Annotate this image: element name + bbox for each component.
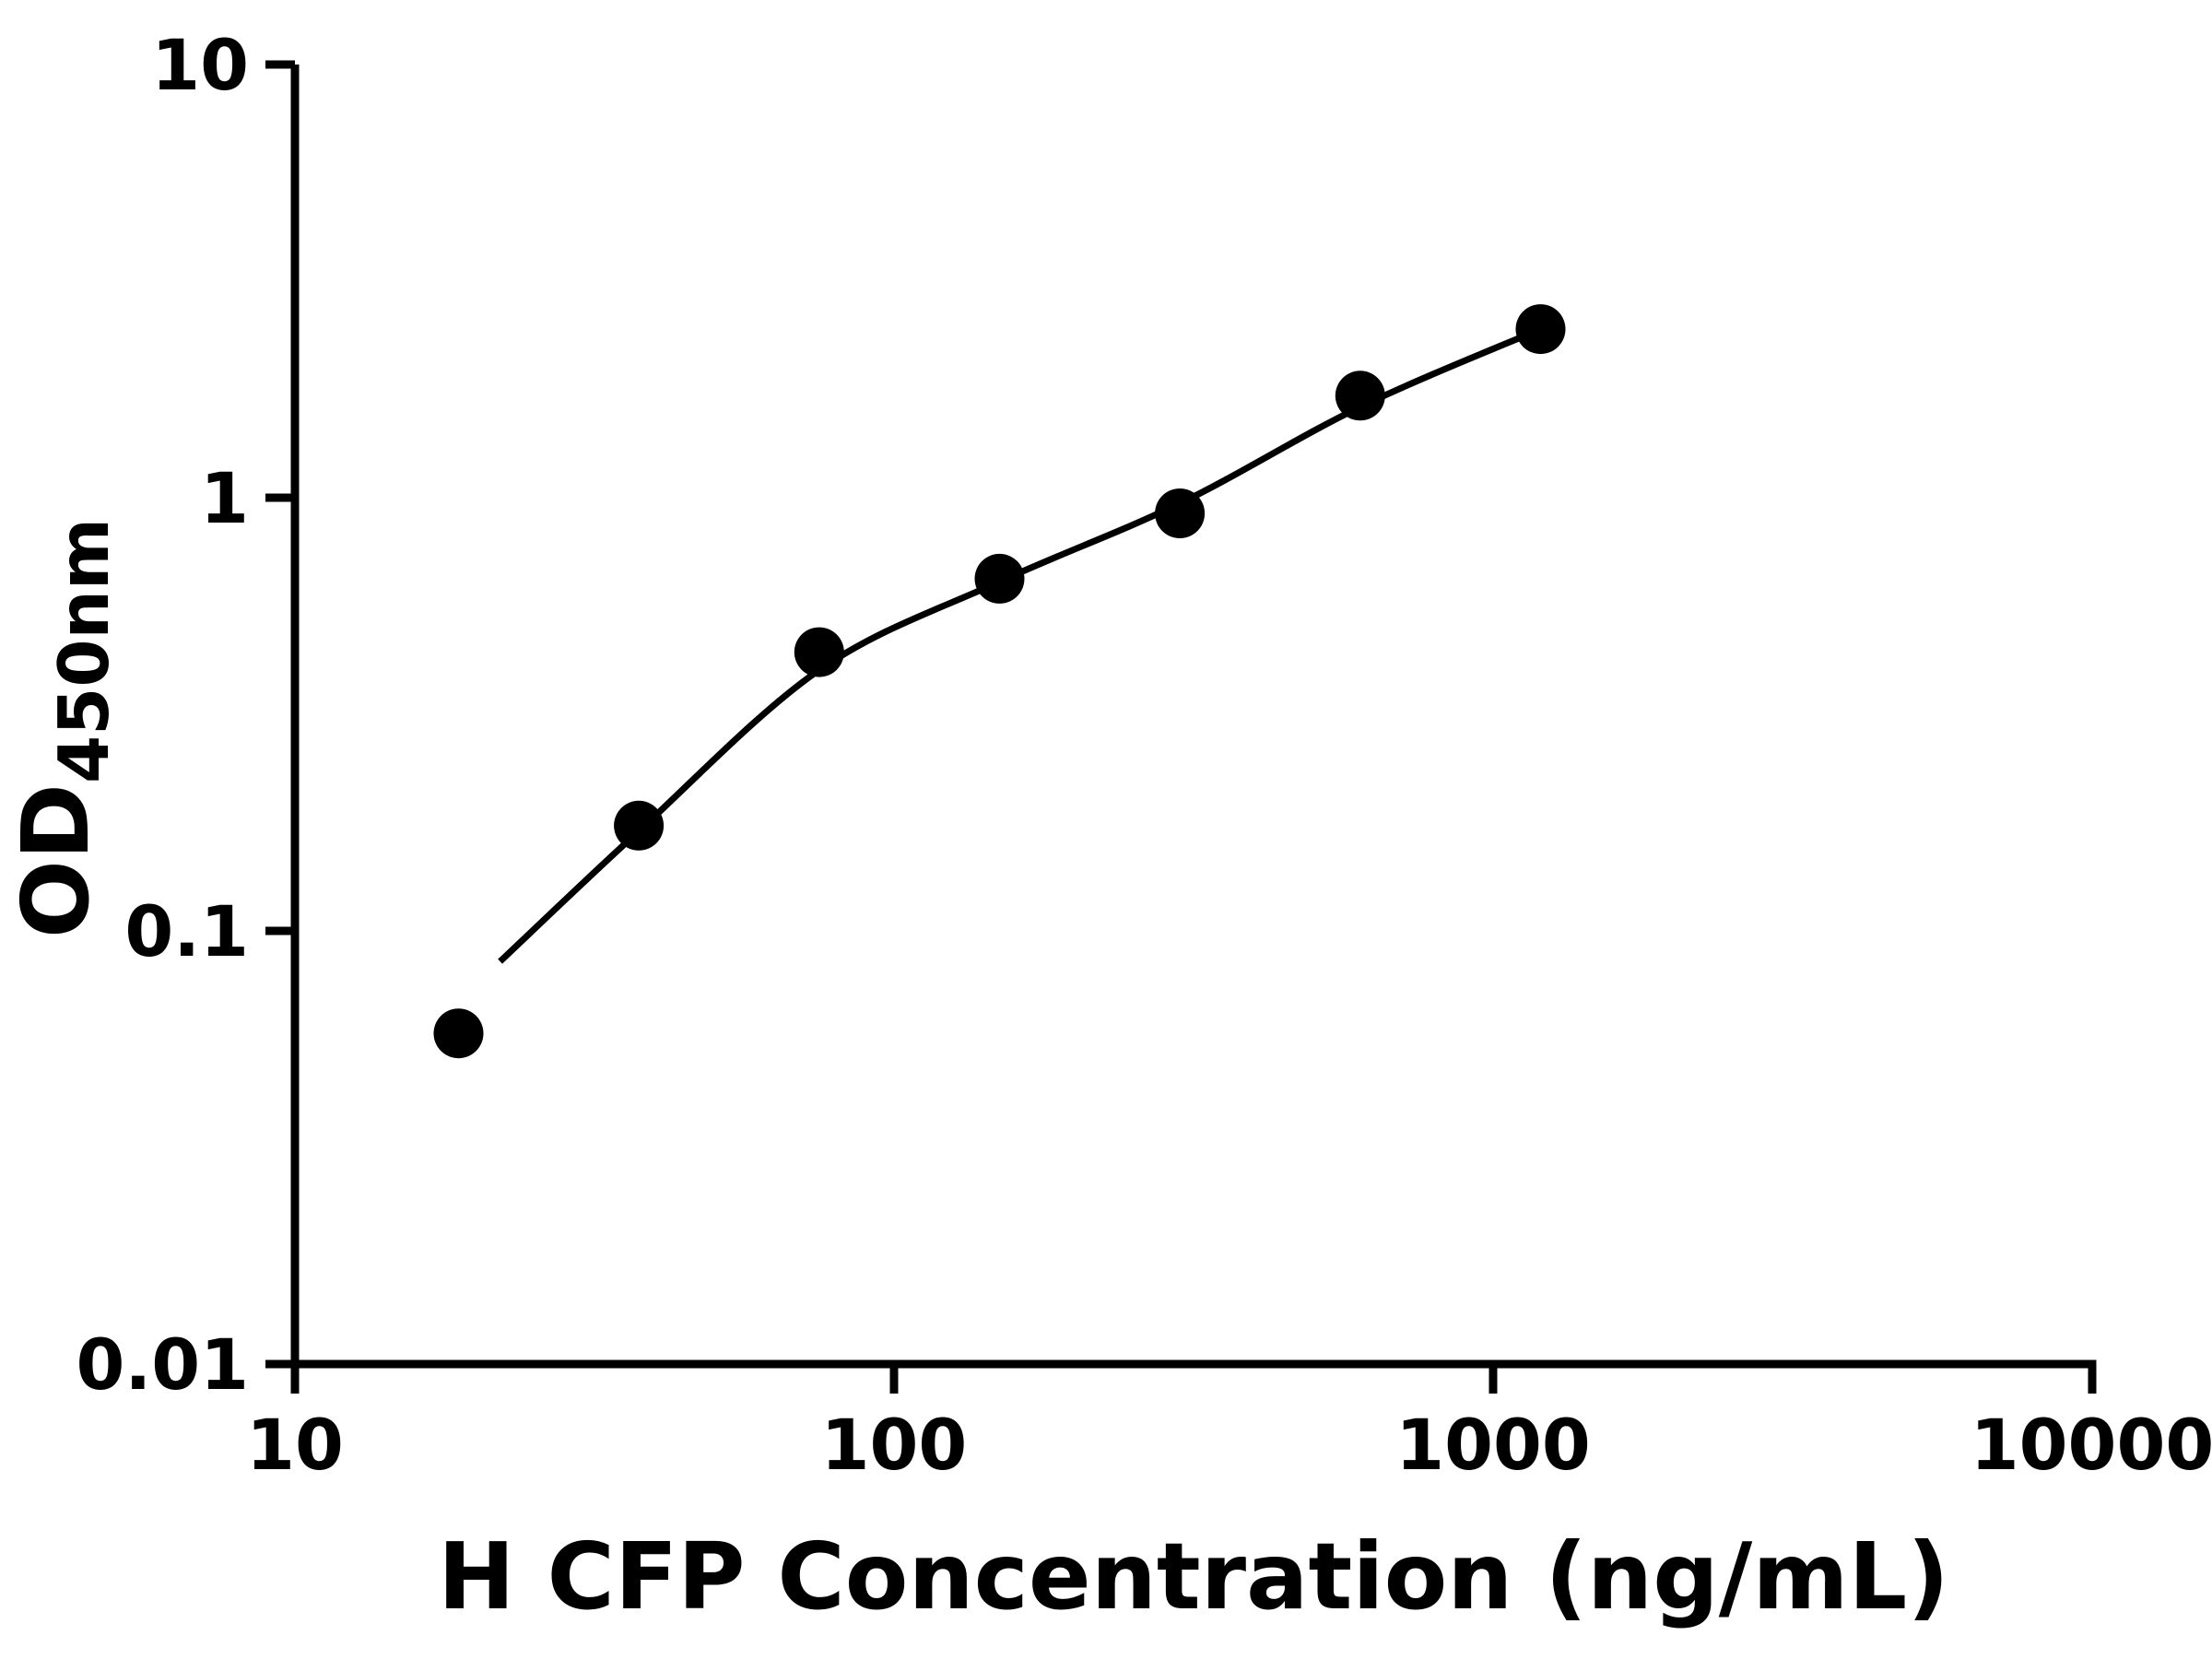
data-point (974, 553, 1025, 604)
data-point (1515, 304, 1566, 355)
data-point (1155, 488, 1206, 538)
x-tick-label: 100 (821, 1404, 968, 1486)
data-point (1335, 371, 1385, 421)
x-axis-label: H CFP Concentration (ng/mL) (438, 1523, 1949, 1630)
data-point (794, 627, 844, 677)
data-point (614, 800, 665, 851)
fit-curve (498, 325, 1542, 964)
x-tick-label: 10000 (1971, 1404, 2212, 1486)
x-tick-label: 10 (246, 1404, 344, 1486)
y-tick-label: 1 (200, 457, 249, 539)
y-tick-label: 10 (151, 24, 249, 106)
y-axis-label: OD450nm (2, 518, 124, 938)
y-tick-label: 0.01 (76, 1324, 249, 1406)
y-tick-label: 0.1 (124, 890, 249, 972)
data-point (433, 1008, 484, 1059)
x-tick-label: 1000 (1395, 1404, 1591, 1486)
